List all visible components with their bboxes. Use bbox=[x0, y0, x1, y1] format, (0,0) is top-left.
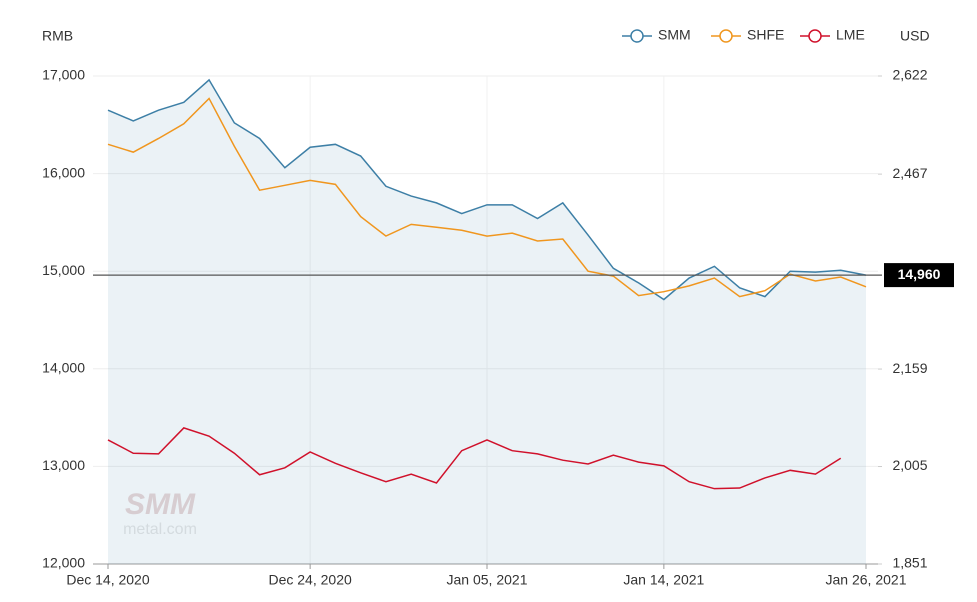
x-tick-label: Jan 05, 2021 bbox=[447, 572, 528, 588]
y-tick-label: 15,000 bbox=[42, 262, 85, 278]
y2-tick-label: 2,159 bbox=[892, 360, 927, 376]
y-tick-label: 13,000 bbox=[42, 457, 85, 473]
y2-axis-label: USD bbox=[900, 28, 930, 44]
legend-marker bbox=[808, 29, 822, 43]
area bbox=[108, 79, 866, 565]
line bbox=[107, 78, 867, 301]
reference-label: 14,960 bbox=[898, 266, 941, 282]
y-tick-label: 14,000 bbox=[42, 360, 85, 376]
y2-tick-label: 2,467 bbox=[892, 165, 927, 181]
legend-marker bbox=[719, 29, 733, 43]
line bbox=[107, 427, 842, 490]
x-tick-label: Dec 24, 2020 bbox=[268, 572, 351, 588]
y-axis-label: RMB bbox=[42, 28, 73, 44]
reference-label-box bbox=[884, 263, 954, 288]
y2-tick-label: 2,005 bbox=[892, 457, 927, 473]
y-tick-label: 17,000 bbox=[42, 67, 85, 83]
x-tick-label: Jan 26, 2021 bbox=[826, 572, 907, 588]
y2-tick-label: 1,851 bbox=[892, 555, 927, 571]
watermark: metal.com bbox=[123, 521, 197, 538]
x-tick-label: Dec 14, 2020 bbox=[66, 572, 149, 588]
legend-label: LME bbox=[836, 27, 865, 43]
legend-label: SMM bbox=[658, 27, 691, 43]
legend-label: SHFE bbox=[747, 27, 784, 43]
legend-marker bbox=[630, 29, 644, 43]
watermark: SMM bbox=[125, 488, 196, 521]
y-tick-label: 12,000 bbox=[42, 555, 85, 571]
y2-tick-label: 2,622 bbox=[892, 67, 927, 83]
y-tick-label: 16,000 bbox=[42, 164, 85, 180]
line bbox=[107, 97, 867, 298]
x-tick-label: Jan 14, 2021 bbox=[623, 572, 704, 588]
